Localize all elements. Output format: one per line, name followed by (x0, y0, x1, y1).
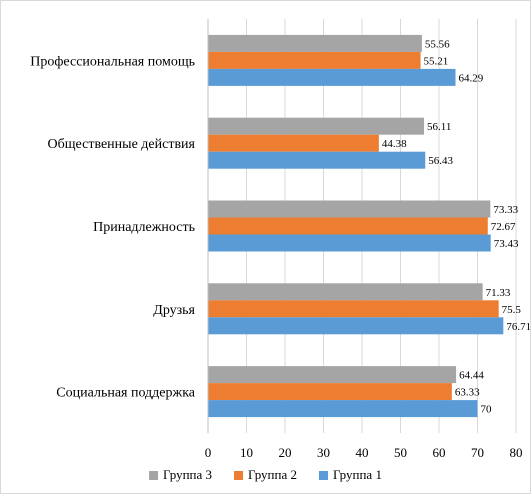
bar (208, 217, 488, 235)
x-tick-label: 50 (394, 445, 407, 460)
bar (208, 234, 491, 252)
bar (208, 117, 425, 135)
axes: 0 10 20 30 40 50 60 70 80 Профессиональная помощь… (30, 19, 523, 460)
category-label: Общественные действия (48, 137, 196, 152)
data-label: 56.11 (427, 121, 451, 133)
bar (208, 283, 483, 301)
bar (208, 383, 452, 401)
data-label: 56.43 (428, 155, 453, 167)
bar (208, 200, 491, 218)
bar (208, 151, 426, 169)
x-tick-label: 40 (356, 445, 369, 460)
bars (208, 34, 504, 418)
category-label: Принадлежность (93, 220, 195, 235)
bar (208, 400, 478, 418)
data-label: 64.44 (459, 370, 484, 382)
category-label: Друзья (153, 303, 195, 318)
data-label: 70 (481, 404, 493, 416)
x-tick-label: 60 (433, 445, 446, 460)
data-label: 64.29 (459, 72, 484, 84)
x-tick-label: 80 (510, 445, 523, 460)
bar (208, 134, 379, 152)
legend-swatch (318, 471, 328, 480)
legend-label: Группа 1 (333, 467, 382, 482)
data-label: 73.43 (494, 238, 519, 250)
legend-swatch (149, 471, 159, 480)
bar (208, 366, 457, 384)
data-label: 71.33 (486, 287, 511, 299)
data-label: 55.56 (425, 38, 450, 50)
bar (208, 68, 456, 86)
bar (208, 51, 421, 69)
bar (208, 317, 504, 335)
data-label: 44.38 (382, 138, 407, 150)
x-tick-label: 10 (240, 445, 253, 460)
bar (208, 34, 422, 52)
data-label: 75.5 (502, 304, 522, 316)
data-labels: 55.56 55.21 64.29 56.11 44.38 56.43 73.33 72.67… (382, 38, 530, 415)
x-tick-label: 0 (205, 445, 212, 460)
category-label: Социальная поддержка (56, 386, 195, 401)
data-label: 72.67 (491, 221, 516, 233)
data-label: 76.71 (506, 321, 530, 333)
legend-label: Группа 3 (163, 467, 212, 482)
bar (208, 300, 499, 318)
x-tick-label: 70 (471, 445, 484, 460)
data-label: 73.33 (493, 204, 518, 216)
data-label: 55.21 (424, 55, 449, 67)
legend-label: Группа 2 (248, 467, 297, 482)
x-tick-label: 20 (279, 445, 292, 460)
legend-swatch (234, 471, 244, 480)
category-label: Профессиональная помощь (30, 54, 195, 69)
x-tick-label: 30 (317, 445, 330, 460)
data-label: 63.33 (455, 387, 480, 399)
legend: Группа 3 Группа 2 Группа 1 (149, 467, 382, 482)
